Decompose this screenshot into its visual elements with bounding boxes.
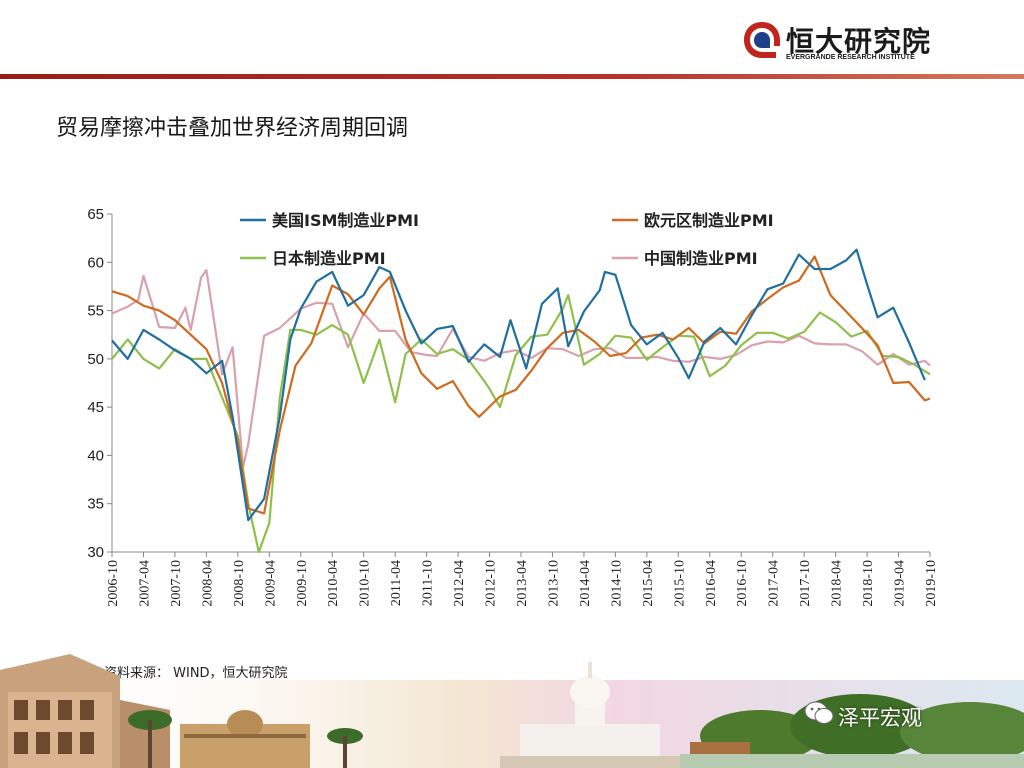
slide-header: 恒大研究院 EVERGRANDE RESEARCH INSTITUTE [0,0,1024,80]
x-tick-label: 2018-10 [861,560,876,607]
x-tick-label: 2011-10 [421,560,436,606]
x-tick-label: 2006-10 [106,560,121,607]
x-tick-label: 2015-04 [641,560,656,607]
chart-series [111,248,931,554]
y-tick-label: 50 [87,351,104,368]
x-tick-label: 2007-04 [137,560,152,607]
brand-name-en: EVERGRANDE RESEARCH INSTITUTE [786,54,915,61]
capitol-building [500,662,680,768]
brand-name-cn: 恒大研究院 [786,25,932,58]
x-tick-label: 2012-10 [484,560,499,607]
footer-landscape-image [0,654,1024,768]
legend-label: 日本制造业PMI [272,249,386,268]
y-tick-label: 35 [87,496,104,513]
riverside-trees [680,694,1024,768]
x-tick-label: 2008-10 [232,560,247,607]
x-tick-label: 2017-10 [798,560,813,607]
wechat-icon [804,701,834,724]
x-tick-label: 2011-04 [389,560,404,606]
y-tick-label: 45 [87,399,104,416]
series-line [111,255,931,515]
villa-building [0,654,170,768]
x-tick-label: 2007-10 [169,560,184,607]
chart-legend: 美国ISM制造业PMI 欧元区制造业PMI 日本制造业PMI 中国制造业PMI [240,211,774,268]
x-tick-label: 2019-10 [924,560,939,607]
series-line [111,248,926,522]
evergrande-logo-icon [744,22,780,58]
palm-trees [128,710,363,768]
chart-axes: 30 35 40 45 50 55 60 65 2006-10 2007-04 2007-10 200… [87,206,939,607]
y-tick-label: 30 [87,544,104,561]
y-tick-label: 60 [87,254,104,271]
x-tick-label: 2016-04 [704,560,719,607]
x-tick-label: 2015-10 [672,560,687,607]
series-line [111,294,931,554]
source-note: 资料来源： WIND，恒大研究院 [104,666,288,681]
x-tick-label: 2014-10 [609,560,624,607]
pmi-line-chart: 30 35 40 45 50 55 60 65 2006-10 2007-04 2007-10 200… [87,206,939,607]
slide-title: 贸易摩擦冲击叠加世界经济周期回调 [56,116,409,141]
header-divider [0,74,1024,79]
x-tick-label: 2010-10 [358,560,373,607]
x-tick-label: 2012-04 [452,560,467,607]
x-tick-label: 2013-04 [515,560,530,607]
x-tick-label: 2017-04 [767,560,782,607]
legend-label: 欧元区制造业PMI [644,211,774,230]
x-tick-label: 2014-04 [578,560,593,607]
x-tick-label: 2009-04 [263,560,278,607]
y-tick-label: 55 [87,303,104,320]
palace-building [180,710,310,768]
series-line [111,268,931,469]
wechat-watermark: 泽平宏观 [838,706,922,730]
x-tick-label: 2009-10 [295,560,310,607]
y-tick-label: 65 [87,206,104,223]
legend-label: 美国ISM制造业PMI [272,211,419,230]
y-tick-label: 40 [87,447,104,464]
brand-block: 恒大研究院 EVERGRANDE RESEARCH INSTITUTE [740,18,940,66]
x-tick-label: 2019-04 [893,560,908,607]
x-tick-label: 2018-04 [830,560,845,607]
x-tick-label: 2013-10 [546,560,561,607]
x-tick-label: 2010-04 [326,560,341,607]
legend-label: 中国制造业PMI [644,249,758,268]
x-tick-label: 2016-10 [735,560,750,607]
x-tick-label: 2008-04 [200,560,215,607]
